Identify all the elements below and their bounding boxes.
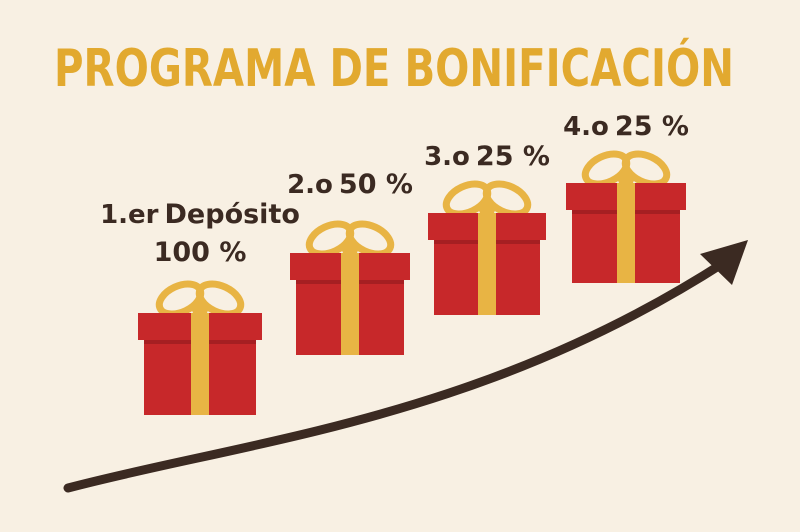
bow-knot [479,201,495,217]
title: PROGRAMA DE BONIFICACIÓN [54,37,734,99]
bow-loop [345,220,395,258]
bow-knot [342,241,358,257]
step-bonus: 25 % [615,111,689,142]
ribbon [617,183,635,283]
step-bonus: 50 % [339,169,413,200]
gift [290,220,410,355]
gifts [138,150,686,415]
ribbon [191,313,209,415]
bow-knot [192,301,208,317]
step-label: 1.er Depósito [100,199,300,230]
arrow-head [700,240,748,285]
growth-arrow [63,257,730,493]
gift [428,180,546,315]
ribbon [478,213,496,315]
step-ordinal: 1.er [100,200,159,230]
bow-loop [195,280,245,318]
step-ordinal: 3.o [424,142,470,172]
gift [566,150,686,283]
step-label: 2.o 50 % [287,169,413,200]
bow-loop [482,180,532,218]
step-ordinal: 2.o [287,170,333,200]
step-label: 4.o 25 % [563,111,689,142]
step-ordinal: 4.o [563,112,609,142]
step-bonus: 100 % [154,237,247,268]
gift [138,280,262,415]
bow-loop [621,150,671,188]
ribbon [341,253,359,355]
step-bonus: 25 % [476,141,550,172]
bow-knot [618,171,634,187]
step-text: Depósito [165,199,300,230]
step-label: 3.o 25 % [424,141,550,172]
